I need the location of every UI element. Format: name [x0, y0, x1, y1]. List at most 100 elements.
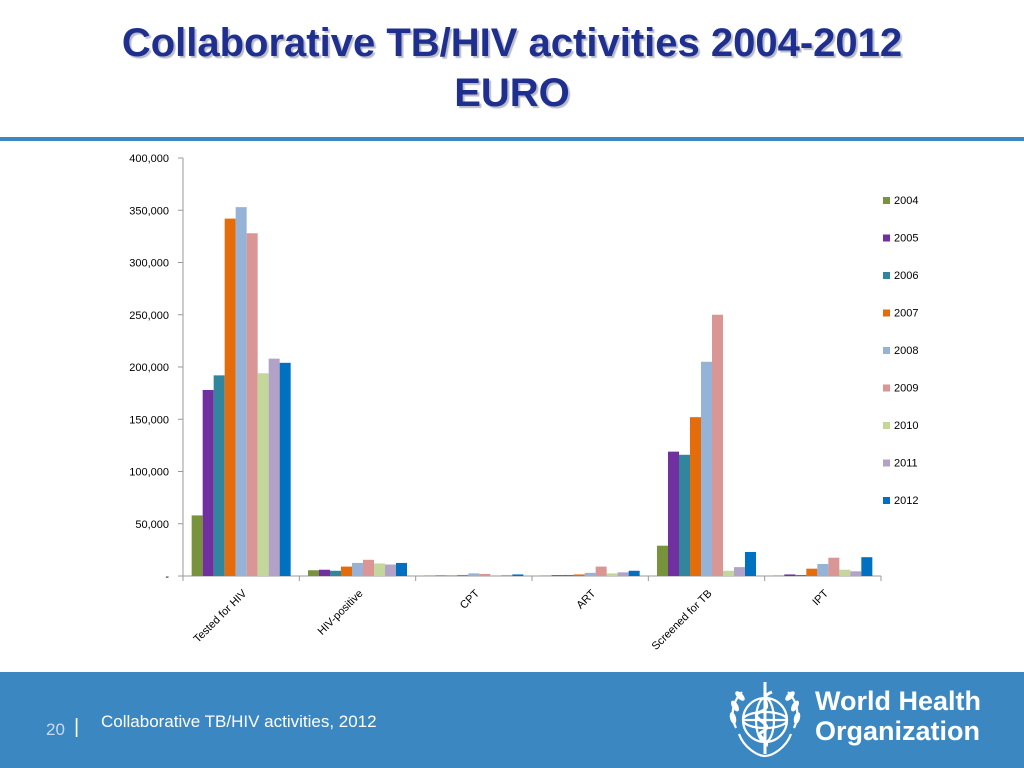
bar [850, 571, 862, 576]
x-tick-label: HIV-positive [316, 588, 366, 638]
bar [479, 573, 491, 576]
bar [562, 574, 574, 576]
slide-title-line1: Collaborative TB/HIV activities 2004-201… [121, 21, 903, 65]
legend-swatch [883, 197, 890, 204]
bar [806, 568, 818, 576]
legend-swatch [883, 309, 890, 317]
legend-swatch [883, 234, 890, 242]
who-name-line1: World Health [815, 686, 982, 716]
bar [501, 574, 513, 576]
bar [279, 362, 291, 576]
bar [352, 562, 363, 576]
slide-title-line2: EURO [454, 71, 570, 115]
x-tick-label: Tested for HIV [192, 587, 250, 645]
bar [396, 562, 407, 576]
bar [540, 575, 552, 576]
legend-label: 2005 [894, 233, 918, 245]
bar [595, 566, 607, 576]
bar [828, 557, 840, 576]
bar [435, 575, 447, 576]
y-tick-label: 400,000 [129, 153, 169, 165]
bar-chart: - 50,000 100,000 150,000 200,000 250,000 300,0… [129, 153, 918, 653]
page-separator: | [74, 716, 80, 738]
legend-swatch [883, 422, 890, 429]
who-name-line2: Organization [815, 716, 981, 746]
bar [679, 454, 690, 576]
x-tick-label: CPT [458, 587, 482, 611]
legend-label: 2006 [894, 270, 918, 282]
x-tick-label: ART [574, 587, 598, 611]
y-tick-label: 250,000 [129, 310, 169, 322]
bar [617, 572, 629, 576]
bar [191, 515, 203, 576]
bar [330, 570, 341, 576]
bar [319, 569, 330, 576]
bar [257, 373, 269, 576]
bar [512, 574, 524, 576]
bar [268, 358, 280, 576]
x-tick-label: IPT [810, 587, 831, 608]
legend-label: 2008 [894, 345, 918, 357]
slide-title: Collaborative TB/HIV activities 2004-201… [0, 18, 1024, 118]
y-tick-label: 100,000 [129, 467, 169, 479]
bar [446, 575, 458, 576]
bar [773, 575, 785, 576]
page-number: 20 [46, 720, 65, 739]
bar [490, 574, 502, 576]
bar [712, 314, 723, 576]
bar [690, 417, 701, 576]
bar [657, 545, 668, 576]
bar [668, 451, 679, 576]
bar [795, 574, 807, 576]
bar [246, 233, 258, 576]
title-divider [0, 137, 1024, 141]
bar [701, 361, 712, 576]
y-tick-label: 150,000 [129, 414, 169, 426]
y-tick-label: 50,000 [135, 519, 169, 531]
who-emblem-icon [729, 682, 801, 758]
bar [573, 574, 585, 576]
y-tick-label: 300,000 [129, 258, 169, 270]
bar [363, 559, 374, 576]
footer-banner [0, 672, 1024, 768]
bar [723, 570, 734, 576]
y-tick-label: 200,000 [129, 362, 169, 374]
x-tick-label: Screened for TB [650, 588, 715, 653]
bar [734, 567, 745, 576]
bar [839, 569, 851, 576]
bar [424, 575, 436, 576]
bar [213, 375, 225, 576]
legend-swatch [883, 272, 890, 279]
bar [584, 572, 596, 576]
bar [468, 573, 480, 576]
bar [628, 570, 640, 576]
legend-swatch [883, 347, 890, 354]
legend-label: 2004 [894, 195, 918, 207]
legend-swatch [883, 497, 890, 504]
legend-label: 2010 [894, 420, 918, 432]
bar [817, 563, 829, 576]
legend-label: 2011 [894, 458, 918, 470]
bar [861, 557, 873, 576]
legend-label: 2012 [894, 495, 918, 507]
bar [551, 575, 563, 576]
legend-label: 2009 [894, 383, 918, 395]
bar [202, 389, 214, 576]
footer-text: Collaborative TB/HIV activities, 2012 [101, 712, 377, 731]
legend-label: 2007 [894, 308, 918, 320]
bar [374, 563, 385, 576]
bar [224, 218, 236, 577]
bar [308, 570, 319, 576]
bar [606, 573, 618, 576]
bar [457, 574, 469, 576]
bar [341, 566, 352, 576]
bar [385, 564, 396, 576]
y-tick-label: - [165, 571, 169, 583]
bar [745, 551, 756, 576]
who-wordmark: World Health Organization [815, 686, 981, 746]
legend-swatch [883, 459, 890, 467]
y-tick-label: 350,000 [129, 205, 169, 217]
bar [235, 207, 247, 577]
bar [784, 574, 796, 576]
chart-area: - 50,000 100,000 150,000 200,000 250,000 300,0… [0, 145, 1024, 670]
